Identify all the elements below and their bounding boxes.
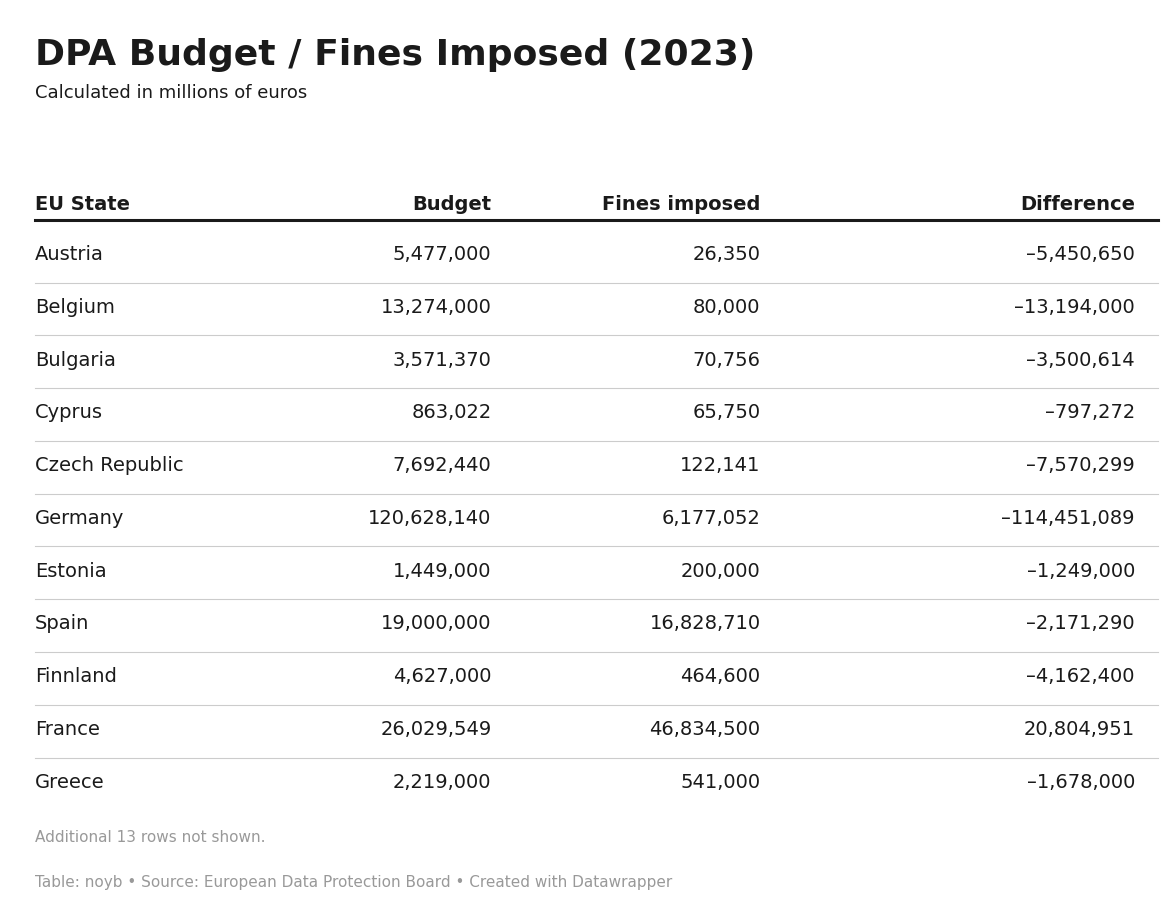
Text: 122,141: 122,141 bbox=[680, 456, 760, 475]
Text: Bulgaria: Bulgaria bbox=[35, 350, 116, 369]
Text: Difference: Difference bbox=[1020, 195, 1135, 214]
Text: Finnland: Finnland bbox=[35, 667, 117, 686]
Text: 46,834,500: 46,834,500 bbox=[649, 720, 760, 739]
Text: Estonia: Estonia bbox=[35, 561, 106, 581]
Text: 5,477,000: 5,477,000 bbox=[393, 245, 491, 264]
Text: Austria: Austria bbox=[35, 245, 104, 264]
Text: –2,171,290: –2,171,290 bbox=[1026, 614, 1135, 633]
Text: 2,219,000: 2,219,000 bbox=[393, 773, 491, 792]
Text: 80,000: 80,000 bbox=[693, 298, 760, 317]
Text: 4,627,000: 4,627,000 bbox=[393, 667, 491, 686]
Text: EU State: EU State bbox=[35, 195, 130, 214]
Text: 7,692,440: 7,692,440 bbox=[393, 456, 491, 475]
Text: 13,274,000: 13,274,000 bbox=[380, 298, 491, 317]
Text: 200,000: 200,000 bbox=[681, 561, 760, 581]
Text: 1,449,000: 1,449,000 bbox=[393, 561, 491, 581]
Text: 20,804,951: 20,804,951 bbox=[1024, 720, 1135, 739]
Text: Fines imposed: Fines imposed bbox=[603, 195, 761, 214]
Text: DPA Budget / Fines Imposed (2023): DPA Budget / Fines Imposed (2023) bbox=[35, 38, 756, 72]
Text: 26,029,549: 26,029,549 bbox=[380, 720, 491, 739]
Text: Czech Republic: Czech Republic bbox=[35, 456, 184, 475]
Text: Spain: Spain bbox=[35, 614, 89, 633]
Text: 16,828,710: 16,828,710 bbox=[649, 614, 760, 633]
Text: 65,750: 65,750 bbox=[693, 403, 760, 422]
Text: Germany: Germany bbox=[35, 509, 124, 528]
Text: 541,000: 541,000 bbox=[681, 773, 760, 792]
Text: 70,756: 70,756 bbox=[693, 350, 760, 369]
Text: 464,600: 464,600 bbox=[681, 667, 760, 686]
Text: –5,450,650: –5,450,650 bbox=[1026, 245, 1135, 264]
Text: 26,350: 26,350 bbox=[693, 245, 760, 264]
Text: –1,678,000: –1,678,000 bbox=[1026, 773, 1135, 792]
Text: Calculated in millions of euros: Calculated in millions of euros bbox=[35, 84, 308, 102]
Text: –4,162,400: –4,162,400 bbox=[1026, 667, 1135, 686]
Text: –1,249,000: –1,249,000 bbox=[1026, 561, 1135, 581]
Text: Cyprus: Cyprus bbox=[35, 403, 103, 422]
Text: 3,571,370: 3,571,370 bbox=[392, 350, 491, 369]
Text: Table: noyb • Source: European Data Protection Board • Created with Datawrapper: Table: noyb • Source: European Data Prot… bbox=[35, 875, 673, 890]
Text: Budget: Budget bbox=[412, 195, 491, 214]
Text: 6,177,052: 6,177,052 bbox=[661, 509, 760, 528]
Text: –13,194,000: –13,194,000 bbox=[1014, 298, 1135, 317]
Text: Additional 13 rows not shown.: Additional 13 rows not shown. bbox=[35, 830, 266, 844]
Text: 863,022: 863,022 bbox=[411, 403, 491, 422]
Text: Belgium: Belgium bbox=[35, 298, 115, 317]
Text: France: France bbox=[35, 720, 99, 739]
Text: –114,451,089: –114,451,089 bbox=[1002, 509, 1135, 528]
Text: –797,272: –797,272 bbox=[1045, 403, 1135, 422]
Text: Greece: Greece bbox=[35, 773, 105, 792]
Text: 19,000,000: 19,000,000 bbox=[381, 614, 491, 633]
Text: –7,570,299: –7,570,299 bbox=[1026, 456, 1135, 475]
Text: –3,500,614: –3,500,614 bbox=[1026, 350, 1135, 369]
Text: 120,628,140: 120,628,140 bbox=[369, 509, 491, 528]
